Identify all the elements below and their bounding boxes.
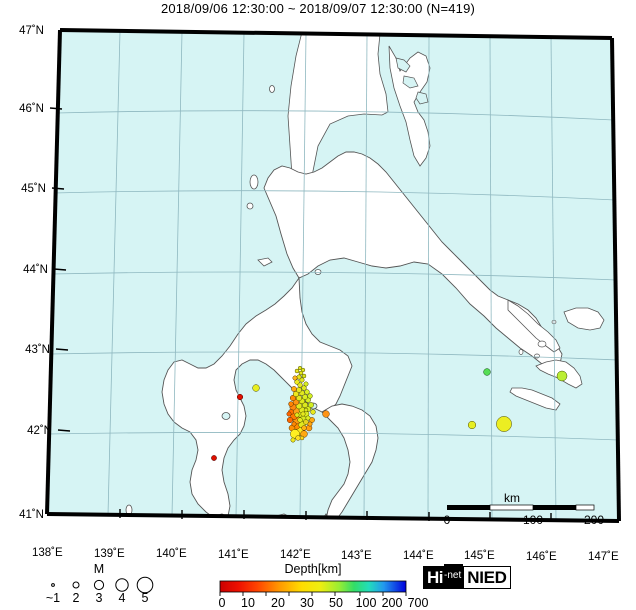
lake-toya [221,412,231,420]
lon-label-139E: 139˚E [94,548,125,560]
depth-colorbar [219,580,407,593]
legend-area: 138˚E 139˚E 140˚E 141˚E 142˚E 143˚E 144˚… [0,546,636,610]
page-title: 2018/09/06 12:30:00 ~ 2018/09/07 12:30:0… [160,1,476,16]
depth-tick-50: 50 [329,596,343,610]
map-svg[interactable]: km 0 100 200 [0,16,636,546]
island-habomai-1 [537,340,547,348]
island-shikotan [563,307,605,331]
lon-label-147E: 147˚E [588,551,619,563]
earthquake-events [211,365,568,461]
landmass-sakhalin-lagoon-3 [415,91,429,105]
lon-label-140E: 140˚E [156,548,187,560]
landmass-hokkaido [263,151,563,369]
earthquake-event [236,393,244,401]
lat-label-44N: 44˚N [23,264,48,276]
island-rebun [249,174,259,190]
depth-tick-200: 200 [382,596,403,610]
earthquake-event [211,455,217,461]
landmass-sakhalin-lagoon-2 [402,75,419,89]
earthquake-event [483,368,491,376]
earthquake-cluster-iburi [286,365,316,443]
lon-label-145E: 145˚E [464,550,495,562]
scale-bar [447,504,595,511]
island-small-north-1 [269,85,275,93]
depth-tick-20: 20 [271,596,285,610]
lat-label-47N: 47˚N [19,25,44,37]
landmass-sakhalin-east [388,45,431,167]
scale-bar-unit: km [504,491,520,505]
lat-label-45N: 45˚N [21,183,46,195]
landmass-shiretoko [507,299,561,353]
magnitude-legend-title: M [94,562,104,576]
magnitude-legend-label-4: 4 [119,591,126,605]
magnitude-legend-label-1: ~1 [46,591,60,605]
landmass-nemuro-peninsula [509,387,561,411]
landmass-sakhalin-lagoon-1 [395,57,411,73]
earthquake-event [252,384,260,392]
logo-hi-text: Hi [424,567,444,588]
magnitude-legend-label-2: 2 [73,591,80,605]
depth-tick-10: 10 [241,596,255,610]
magnitude-legend-label-3: 3 [96,591,103,605]
depth-tick-100: 100 [356,596,377,610]
logo-nied-text: NIED [463,567,510,588]
landmass-sakhalin [287,30,389,218]
magnitude-legend-symbols [51,576,154,594]
depth-legend-title: Depth[km] [285,562,342,576]
island-moneron [257,257,273,267]
lon-label-141E: 141˚E [218,549,249,561]
lat-label-41N: 41˚N [19,509,44,521]
hinet-nied-logo: Hi -net NIED [423,564,511,589]
earthquake-event [467,420,477,430]
depth-tick-700: 700 [408,596,429,610]
depth-tick-30: 30 [300,596,314,610]
lat-label-43N: 43˚N [25,344,50,356]
island-habomai-3 [518,349,524,355]
grid-parallels [47,110,619,441]
island-rishiri [246,202,254,210]
lat-label-46N: 46˚N [19,103,44,115]
depth-tick-0: 0 [219,596,226,610]
axis-ticks [49,107,552,522]
lon-label-143E: 143˚E [341,550,372,562]
logo-net-text: -net [444,564,464,588]
map-canvas[interactable]: km 0 100 200 [0,16,636,546]
lon-label-146E: 146˚E [526,551,557,563]
lon-label-138E: 138˚E [32,547,63,559]
magnitude-legend-label-5: 5 [142,591,149,605]
map-frame [45,28,621,523]
lon-label-142E: 142˚E [280,549,311,561]
landmass-hokkaido-southwest [161,276,353,521]
earthquake-event [496,416,512,432]
lon-label-144E: 144˚E [403,550,434,562]
earthquake-event [556,370,568,382]
lat-label-42N: 42˚N [27,425,52,437]
earthquake-event [322,410,330,418]
depth-colorbar-ticks [219,592,407,596]
